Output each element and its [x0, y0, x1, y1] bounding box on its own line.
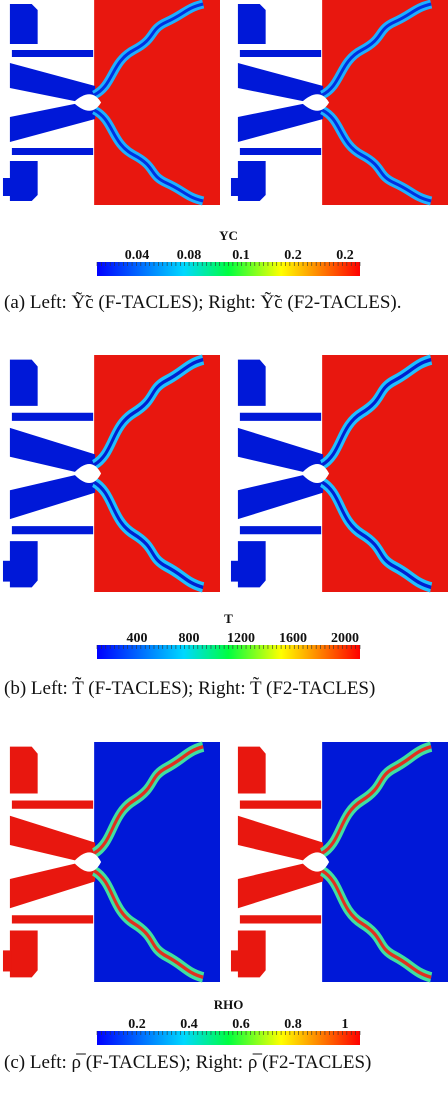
lower-half [9, 862, 205, 983]
injector-arm [9, 815, 96, 862]
lower-half [9, 103, 205, 206]
injector-plate [239, 50, 322, 57]
injector-plate [11, 526, 94, 535]
injector-block [237, 359, 266, 406]
flame-inner [93, 744, 204, 855]
colorbar-label: 0.6 [232, 1017, 250, 1032]
injector-arm [9, 103, 96, 142]
injector-block [9, 4, 38, 44]
colorbar-title: YC [219, 228, 238, 243]
centre-body [301, 852, 330, 872]
simulation-image [2, 0, 220, 206]
injector-block [9, 359, 38, 406]
lower-half [9, 474, 205, 593]
simulation-image [230, 354, 448, 593]
colorbar-label: 0.4 [180, 1017, 198, 1032]
injector-arm [237, 474, 324, 520]
flame-inner [93, 869, 204, 980]
injector-block [9, 930, 38, 978]
injector-arm [237, 862, 324, 909]
colorbar-label: 0.2 [284, 248, 302, 263]
injector-block [237, 930, 266, 978]
colorbar-label: 0.2 [128, 1017, 146, 1032]
injector-arm [237, 427, 324, 473]
colorbar-label: 1 [342, 1017, 349, 1032]
caption: (a) Left: Ỹ̃c (F-TACLES); Right: Ỹ̃c (F2… [4, 292, 402, 313]
colorbar-label: 800 [179, 631, 200, 646]
colorbar-title: RHO [214, 997, 244, 1012]
injector-stub [230, 178, 240, 196]
injector-stub [230, 950, 240, 972]
colorbar-label: 2000 [331, 631, 359, 646]
flame-inner [93, 480, 204, 590]
flame-inner [321, 480, 432, 590]
injector-arm [9, 427, 96, 473]
injector-arm [237, 103, 324, 142]
injector-stub [2, 950, 12, 972]
centre-body [73, 852, 102, 872]
flame-inner [93, 108, 204, 203]
centre-body [73, 94, 102, 111]
injector-arm [9, 474, 96, 520]
injector-plate [11, 412, 94, 421]
flame-inner [93, 357, 204, 467]
injector-plate [239, 526, 322, 535]
flame-inner [321, 744, 432, 855]
lower-half [237, 103, 433, 206]
lower-half [237, 474, 433, 593]
injector-block [237, 746, 266, 794]
injector-stub [2, 560, 12, 582]
injector-stub [230, 560, 240, 582]
injector-plate [11, 915, 94, 924]
injector-block [9, 746, 38, 794]
caption: (c) Left: ρ̅̅ (F-TACLES); Right: ρ̅ (F2-… [4, 1052, 372, 1073]
centre-body [301, 94, 330, 111]
injector-block [237, 161, 266, 201]
flame-inner [321, 2, 432, 97]
simulation-image [2, 354, 220, 593]
centre-body [73, 463, 102, 484]
injector-block [237, 541, 266, 588]
colorbar-label: 0.2 [336, 248, 354, 263]
colorbar-label: 0.8 [284, 1017, 302, 1032]
injector-plate [11, 50, 94, 57]
injector-stub [2, 178, 12, 196]
lower-half [237, 862, 433, 983]
colorbar-label: 1600 [279, 631, 307, 646]
injector-plate [239, 148, 322, 155]
injector-plate [239, 412, 322, 421]
colorbar-label: 400 [127, 631, 148, 646]
flame-inner [321, 869, 432, 980]
flame-inner [321, 108, 432, 203]
injector-arm [9, 63, 96, 102]
flame-inner [321, 357, 432, 467]
simulation-image [230, 741, 448, 983]
simulation-image [2, 741, 220, 983]
colorbar-title: T [224, 611, 233, 626]
colorbar-label: 1200 [227, 631, 255, 646]
injector-plate [11, 148, 94, 155]
injector-plate [239, 800, 322, 809]
colorbar-label: 0.1 [232, 248, 250, 263]
injector-plate [239, 915, 322, 924]
injector-block [237, 4, 266, 44]
centre-body [301, 463, 330, 484]
injector-arm [237, 815, 324, 862]
injector-arm [237, 63, 324, 102]
injector-plate [11, 800, 94, 809]
colorbar-label: 0.04 [125, 248, 150, 263]
injector-arm [9, 862, 96, 909]
flame-inner [93, 2, 204, 97]
caption: (b) Left: T̃̃ (F-TACLES); Right: T̃ (F2-… [4, 678, 376, 699]
simulation-image [230, 0, 448, 206]
colorbar-label: 0.08 [177, 248, 202, 263]
injector-block [9, 541, 38, 588]
injector-block [9, 161, 38, 201]
